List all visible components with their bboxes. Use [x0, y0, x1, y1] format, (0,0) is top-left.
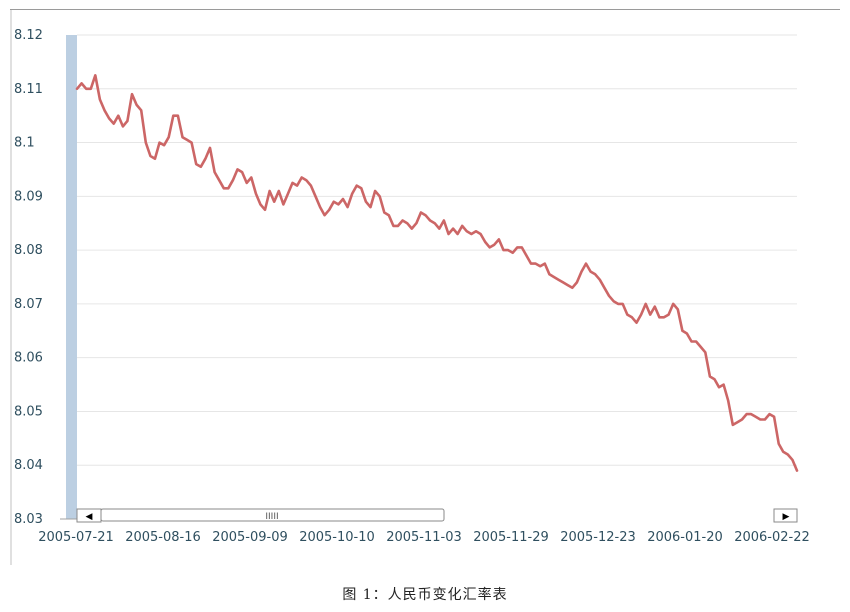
y-axis: 8.12 8.11 8.1 8.09 8.08 8.07 8.06 8.05 8.04 8.03: [14, 28, 43, 527]
x-tick-label: 2006-02-22: [734, 530, 810, 545]
y-tick-label: 8.05: [14, 404, 43, 419]
gridlines: [77, 34, 797, 520]
y-tick-label: 8.09: [14, 189, 43, 204]
y-tick-label: 8.03: [14, 512, 43, 527]
y-tick-label: 8.04: [14, 458, 43, 473]
x-tick-label: 2005-10-10: [299, 530, 375, 545]
y-tick-label: 8.12: [14, 28, 43, 43]
y-tick-label: 8.08: [14, 243, 43, 258]
horizontal-scrollbar[interactable]: ◀ IIIII ▶: [76, 508, 798, 523]
y-tick-label: 8.1: [14, 136, 35, 151]
x-tick-label: 2005-08-16: [125, 530, 201, 545]
series: [75, 74, 799, 472]
x-tick-label: 2005-11-29: [473, 530, 549, 545]
top-divider-line: [10, 9, 840, 10]
scrollbar-right-button[interactable]: [773, 508, 798, 523]
x-tick-label: 2005-09-09: [212, 530, 288, 545]
exchange-rate-line-chart: 8.128.118.18.098.088.078.068.058.048.03 …: [10, 10, 810, 565]
y-axis-band: [66, 35, 77, 519]
scrollbar-thumb[interactable]: [100, 508, 445, 522]
y-tick-label: 8.06: [14, 351, 43, 366]
chevron-left-icon: ◀: [86, 512, 93, 522]
x-tick-label: 2005-11-03: [386, 530, 462, 545]
y-tick-label: 8.11: [14, 82, 43, 97]
x-tick-label: 2006-01-20: [647, 530, 723, 545]
y-tick-label: 8.07: [14, 297, 43, 312]
x-tick-label: 2005-07-21: [38, 530, 114, 545]
chevron-right-icon: ▶: [783, 512, 790, 522]
x-tick-label: 2005-12-23: [560, 530, 636, 545]
series-line: [75, 74, 799, 472]
x-axis: 2005-07-21 2005-08-16 2005-09-09 2005-10-10…: [38, 530, 810, 545]
figure-caption: 图 1：人民币变化汇率表: [342, 587, 508, 603]
grip-icon: IIIII: [265, 512, 278, 522]
